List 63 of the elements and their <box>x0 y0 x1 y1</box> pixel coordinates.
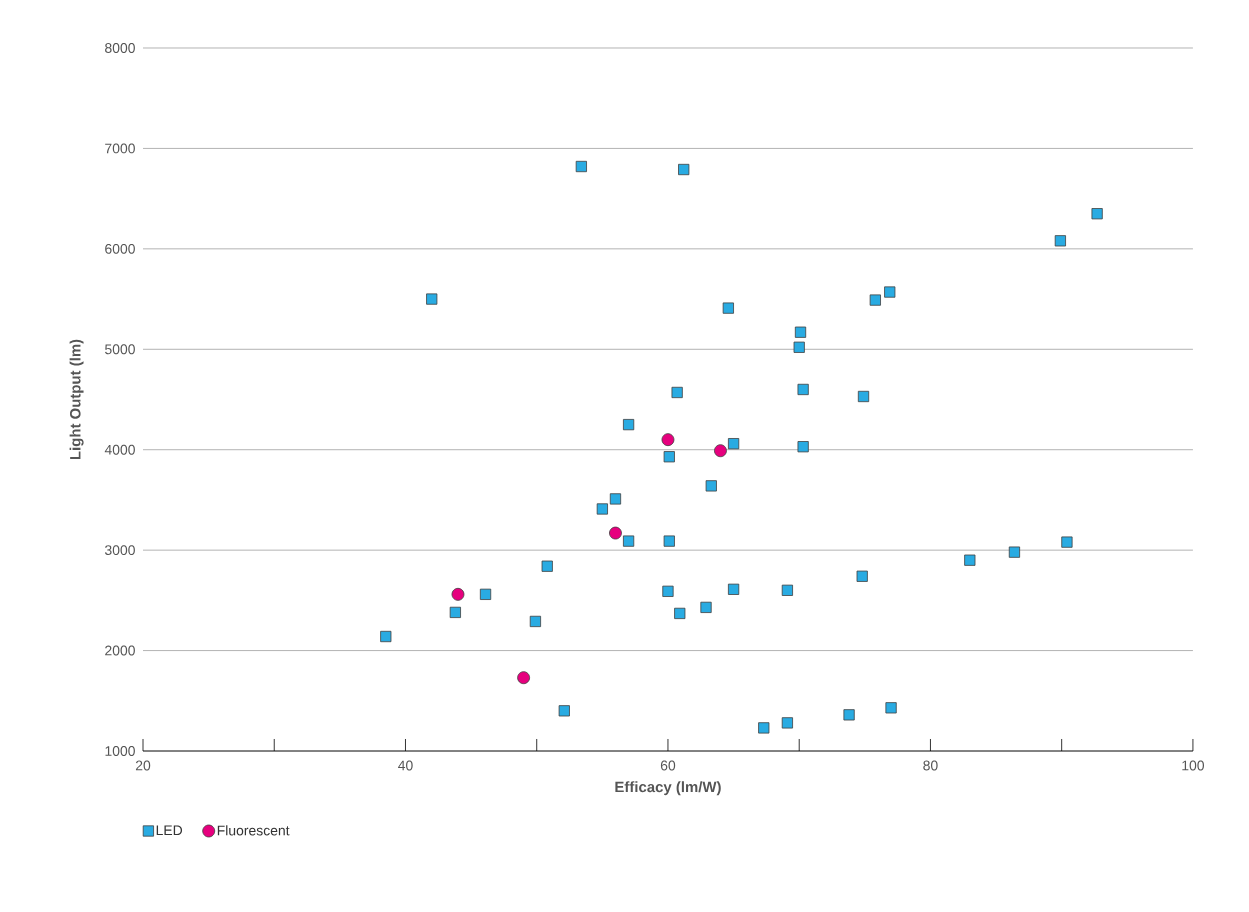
x-tick-label: 20 <box>135 760 151 771</box>
y-tick-label: 3000 <box>104 545 135 556</box>
point <box>529 615 542 628</box>
y-axis-title: Light Output (lm) <box>69 339 84 460</box>
point <box>884 286 896 298</box>
point <box>797 383 809 396</box>
point <box>596 503 608 515</box>
y-tick-label: 6000 <box>105 243 135 254</box>
point <box>781 584 793 596</box>
point <box>661 433 675 447</box>
point <box>722 302 734 314</box>
point <box>1054 235 1066 247</box>
point <box>793 341 805 353</box>
point <box>517 671 530 685</box>
y-tick-label: 4000 <box>104 444 135 455</box>
point <box>622 535 635 547</box>
point <box>797 441 809 453</box>
point <box>671 386 683 399</box>
point <box>678 163 690 176</box>
y-tick-label: 5000 <box>105 344 135 355</box>
y-tick-label: 1000 <box>105 746 135 756</box>
point <box>758 722 770 734</box>
point <box>609 526 622 540</box>
point <box>856 570 868 582</box>
point <box>857 390 870 403</box>
point <box>662 585 674 597</box>
point <box>575 160 587 173</box>
point <box>781 717 793 729</box>
x-tick-label: 100 <box>1182 760 1205 771</box>
point <box>1091 208 1103 220</box>
point <box>794 326 807 338</box>
x-axis-title: Efficacy (lm/W) <box>615 781 721 796</box>
legend-label: LED <box>156 825 183 836</box>
point <box>380 630 392 643</box>
y-tick-label: 8000 <box>105 43 135 53</box>
x-tick-label: 40 <box>398 760 413 771</box>
point <box>727 438 740 450</box>
point <box>714 444 727 458</box>
point <box>479 588 492 600</box>
point <box>869 294 881 306</box>
point <box>1061 536 1073 548</box>
x-tick-label: 60 <box>660 760 676 771</box>
point <box>674 607 686 620</box>
point <box>727 583 740 595</box>
y-tick-label: 7000 <box>105 143 135 154</box>
legend-label: Fluorescent <box>217 825 290 836</box>
point <box>705 480 717 492</box>
point <box>964 554 976 566</box>
point <box>609 493 622 505</box>
point <box>449 606 461 619</box>
point <box>451 587 465 601</box>
point <box>622 419 635 431</box>
point <box>700 601 712 613</box>
x-tick-label: 80 <box>923 760 938 771</box>
y-tick-label: 2000 <box>105 645 135 656</box>
point <box>558 705 570 717</box>
point <box>1008 546 1021 558</box>
point <box>663 535 675 547</box>
point <box>541 560 553 572</box>
point <box>663 451 675 463</box>
point <box>426 293 438 305</box>
point <box>885 702 897 714</box>
point <box>843 709 855 721</box>
